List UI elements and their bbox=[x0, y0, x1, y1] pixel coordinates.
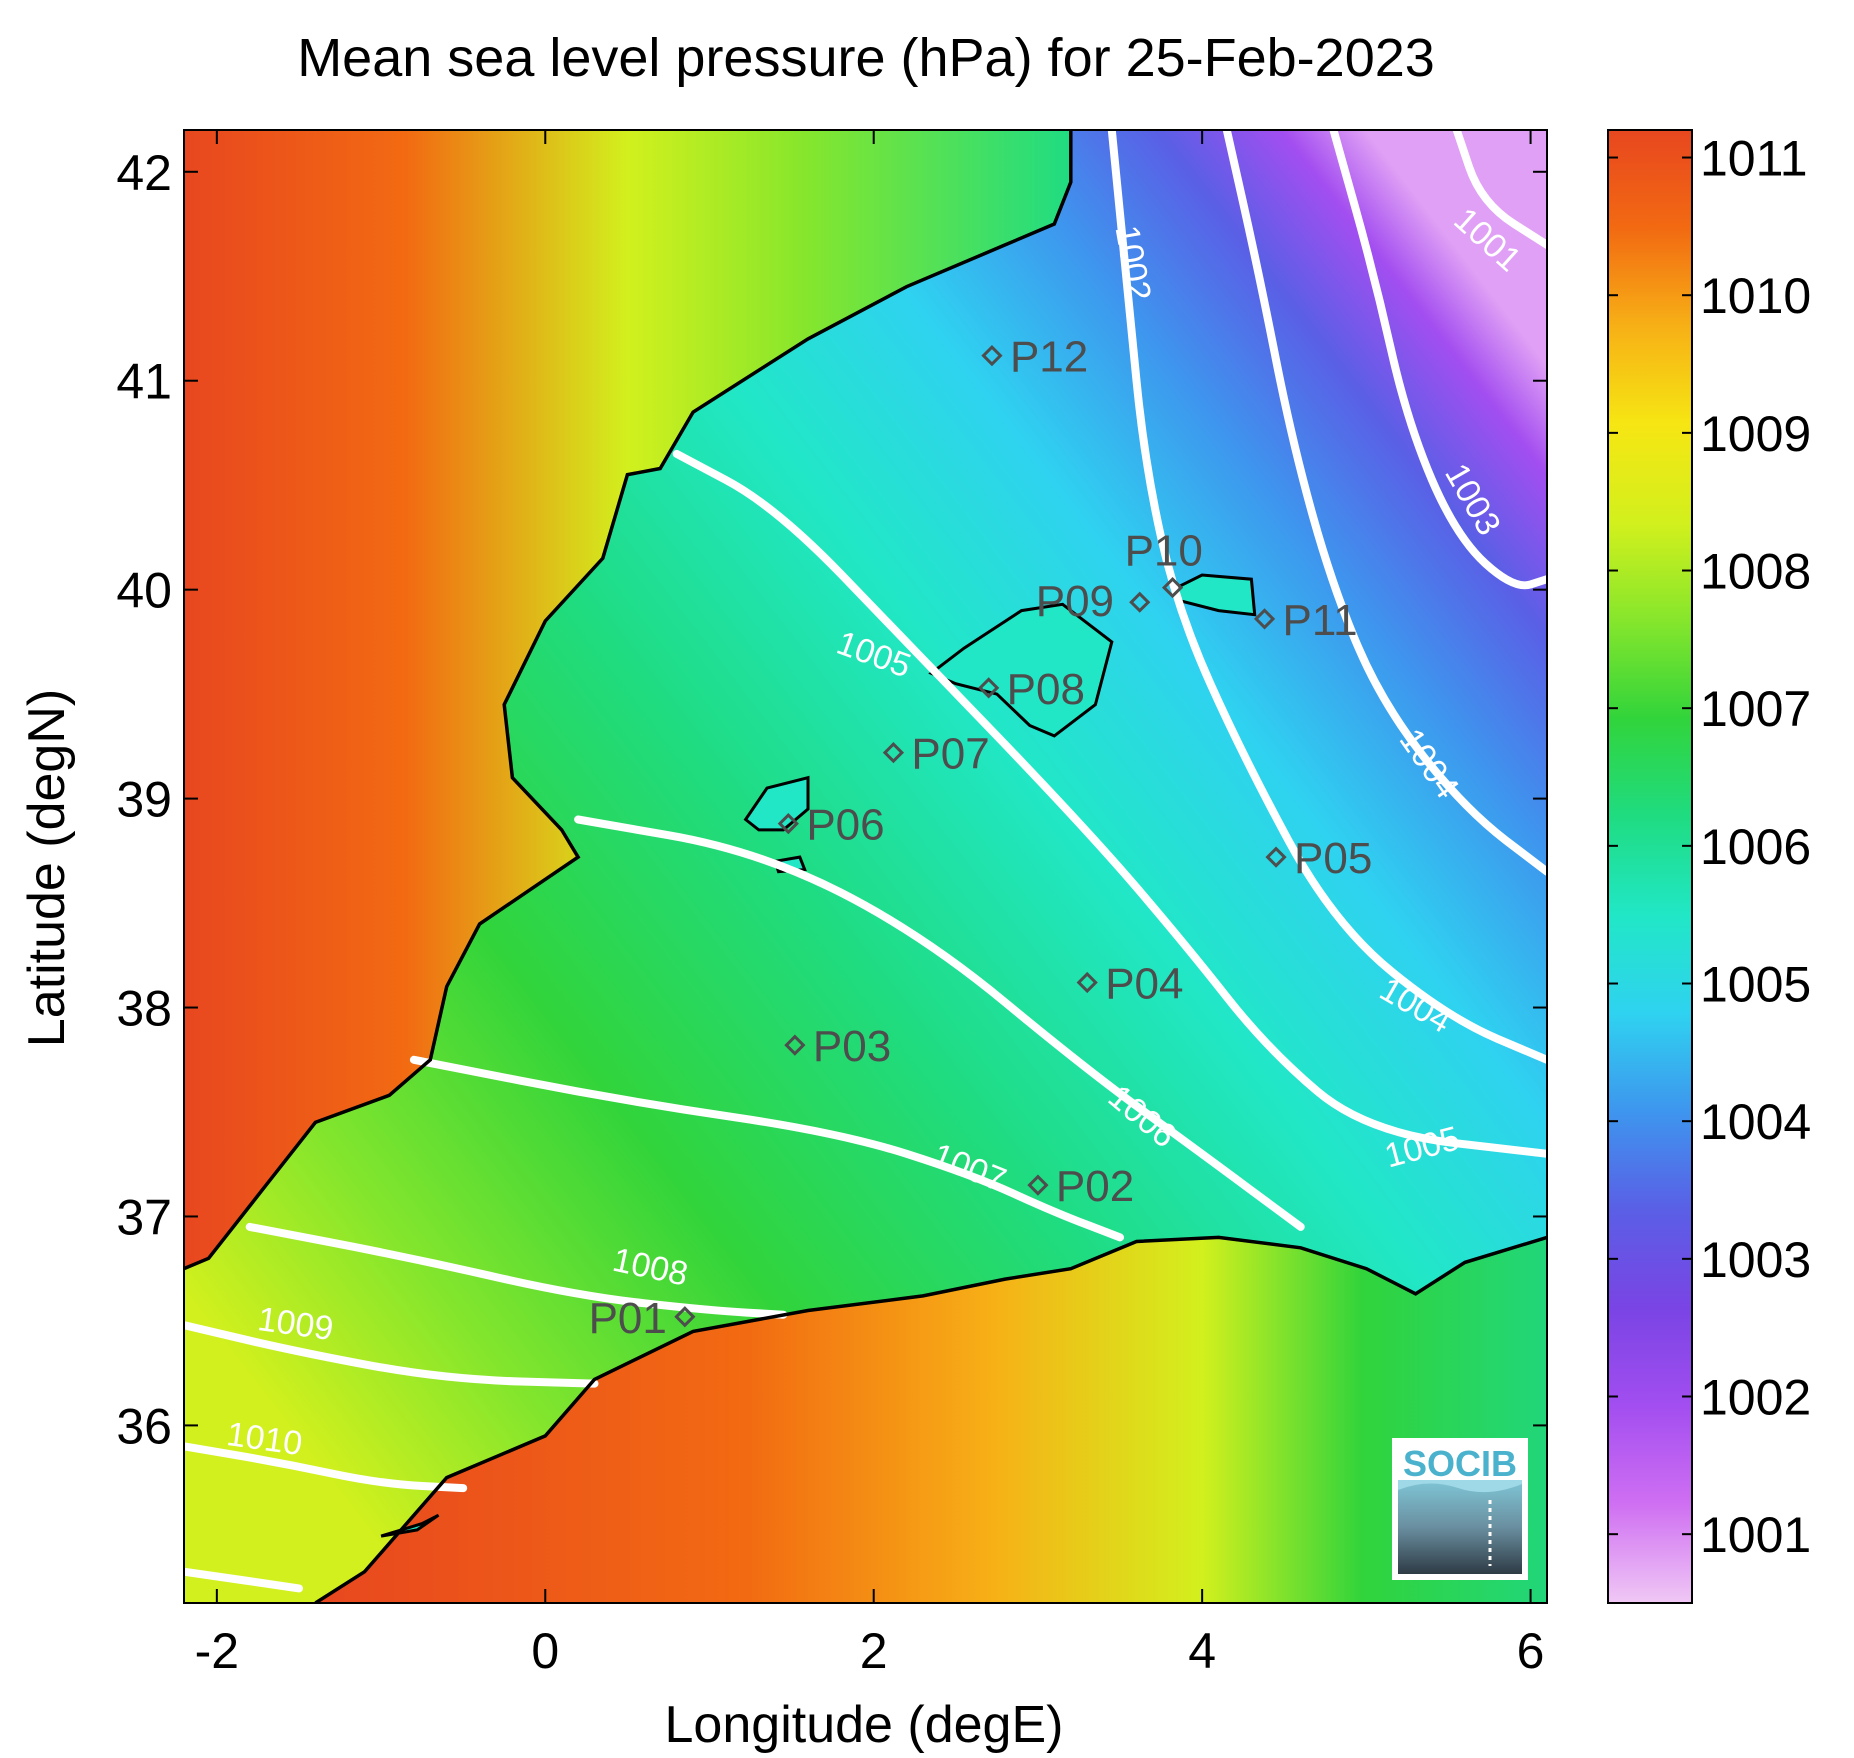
station-label: P05 bbox=[1294, 834, 1372, 883]
x-tick-label: 2 bbox=[860, 1623, 888, 1679]
x-tick-label: 6 bbox=[1517, 1623, 1545, 1679]
colorbar-tick-label: 1001 bbox=[1700, 1507, 1811, 1563]
isobar-line bbox=[1452, 130, 1547, 249]
colorbar-tick-label: 1011 bbox=[1700, 131, 1808, 187]
colorbar-tick-label: 1008 bbox=[1700, 544, 1811, 600]
x-tick-label: -2 bbox=[195, 1623, 239, 1679]
alboran-island bbox=[380, 1513, 440, 1538]
socib-logo-text: SOCIB bbox=[1403, 1443, 1517, 1484]
colorbar-ticks: 1001 1002 1003 1004 1005 1006 1007 1008 1009 1010… bbox=[1608, 131, 1811, 1563]
isobar-line bbox=[184, 1321, 599, 1388]
station-marker bbox=[777, 813, 799, 835]
station-label: P06 bbox=[806, 801, 884, 850]
station-label: P09 bbox=[1036, 577, 1114, 626]
africa-coastline bbox=[314, 1235, 1547, 1603]
station-marker bbox=[1265, 846, 1287, 868]
station-marker bbox=[784, 1034, 806, 1056]
iberia-land bbox=[184, 130, 1071, 1269]
station-label: P11 bbox=[1283, 596, 1358, 645]
colorbar-tick-label: 1009 bbox=[1700, 406, 1811, 462]
coastline bbox=[184, 130, 1547, 1603]
x-tick-label: 4 bbox=[1188, 1623, 1216, 1679]
iberia-coastline bbox=[184, 130, 1073, 1271]
y-tick-label: 41 bbox=[116, 354, 172, 410]
colorbar-tick-label: 1006 bbox=[1700, 819, 1811, 875]
y-tick-label: 40 bbox=[116, 563, 172, 619]
colorbar-tick-label: 1010 bbox=[1700, 268, 1811, 324]
station-label: P03 bbox=[813, 1022, 891, 1071]
socib-logo: SOCIB bbox=[1392, 1438, 1528, 1580]
land-terrain-field bbox=[184, 130, 1547, 1603]
station-label: P12 bbox=[1010, 333, 1088, 382]
x-axis-label: Longitude (degE) bbox=[665, 1696, 1064, 1754]
station-label: P07 bbox=[911, 730, 989, 779]
y-tick-label: 42 bbox=[116, 145, 172, 201]
colorbar-tick-label: 1002 bbox=[1700, 1370, 1811, 1426]
station-label: P10 bbox=[1125, 527, 1203, 576]
plot-frame bbox=[183, 129, 1548, 1604]
colorbar-tick-label: 1007 bbox=[1700, 681, 1811, 737]
x-tick-label: 0 bbox=[531, 1623, 559, 1679]
ibiza-island bbox=[743, 775, 810, 832]
y-tick-label: 37 bbox=[116, 1189, 172, 1245]
colorbar-gradient bbox=[1607, 129, 1693, 1604]
isobar-line bbox=[409, 1055, 1124, 1242]
y-tick-label: 39 bbox=[116, 772, 172, 828]
station-label: P04 bbox=[1105, 959, 1183, 1008]
isobar-line bbox=[574, 815, 1305, 1231]
station-marker bbox=[981, 345, 1003, 367]
chart-title: Mean sea level pressure (hPa) for 25-Feb… bbox=[297, 28, 1435, 88]
station-marker bbox=[1161, 576, 1184, 599]
socib-logo-wave bbox=[1398, 1480, 1522, 1493]
colorbar-tick-label: 1004 bbox=[1700, 1094, 1811, 1150]
africa-land bbox=[315, 1237, 1547, 1603]
isobar-line bbox=[672, 449, 1547, 1158]
socib-logo-image bbox=[1398, 1480, 1522, 1574]
x-axis: -2 0 2 4 6 bbox=[195, 130, 1545, 1679]
y-tick-label: 38 bbox=[116, 981, 172, 1037]
station-marker bbox=[882, 742, 905, 764]
station-label: P08 bbox=[1007, 665, 1085, 714]
colorbar-tick-label: 1003 bbox=[1700, 1232, 1811, 1288]
station-marker bbox=[1253, 608, 1276, 630]
colorbar-tick-label: 1005 bbox=[1700, 957, 1811, 1013]
isobar-line bbox=[1222, 130, 1547, 876]
map-plot-area: 1001100210031004100410051005100610071008… bbox=[184, 130, 1547, 1603]
station-label: P02 bbox=[1056, 1162, 1134, 1211]
y-axis-label: Latitude (degN) bbox=[18, 689, 76, 1047]
station-label: P01 bbox=[589, 1294, 667, 1343]
station-marker bbox=[1027, 1174, 1049, 1196]
y-tick-label: 36 bbox=[116, 1398, 172, 1454]
isobar-line bbox=[1107, 130, 1547, 1064]
station-marker bbox=[674, 1306, 696, 1328]
isobar-line bbox=[1329, 130, 1547, 590]
colorbar: 1001 1002 1003 1004 1005 1006 1007 1008 1009 1010… bbox=[1607, 129, 1811, 1604]
station-marker bbox=[1076, 971, 1098, 994]
station-marker bbox=[978, 677, 1000, 699]
station-marker bbox=[1129, 591, 1151, 613]
isobar-line bbox=[184, 1442, 468, 1493]
y-axis: 36 37 38 39 40 41 42 bbox=[116, 145, 1547, 1454]
